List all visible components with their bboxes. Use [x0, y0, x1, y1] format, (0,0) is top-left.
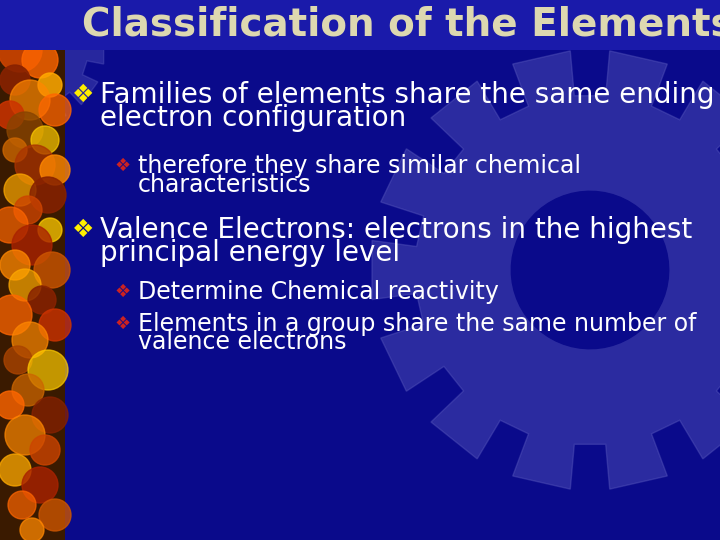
- Text: ❖: ❖: [115, 283, 131, 301]
- Text: Valence Electrons: electrons in the highest: Valence Electrons: electrons in the high…: [100, 216, 692, 244]
- Circle shape: [14, 196, 42, 224]
- Circle shape: [9, 269, 41, 301]
- Text: ❖: ❖: [115, 157, 131, 175]
- Circle shape: [20, 518, 44, 540]
- Circle shape: [5, 415, 45, 455]
- Text: Classification of the Elements: Classification of the Elements: [82, 6, 720, 44]
- Text: ❖: ❖: [72, 83, 94, 107]
- Circle shape: [31, 126, 59, 154]
- Circle shape: [8, 491, 36, 519]
- Text: Determine Chemical reactivity: Determine Chemical reactivity: [138, 280, 499, 304]
- Circle shape: [40, 155, 70, 185]
- Circle shape: [0, 65, 30, 95]
- Polygon shape: [0, 0, 104, 124]
- Circle shape: [30, 177, 66, 213]
- Circle shape: [30, 435, 60, 465]
- Polygon shape: [372, 51, 720, 489]
- Circle shape: [32, 397, 68, 433]
- Circle shape: [0, 101, 24, 129]
- Bar: [65, 0, 720, 50]
- Circle shape: [22, 467, 58, 503]
- Circle shape: [12, 322, 48, 358]
- Polygon shape: [511, 191, 669, 349]
- Circle shape: [4, 174, 36, 206]
- Circle shape: [38, 218, 62, 242]
- Text: ❖: ❖: [72, 218, 94, 242]
- Text: characteristics: characteristics: [138, 173, 312, 197]
- Circle shape: [12, 374, 44, 406]
- Circle shape: [39, 309, 71, 341]
- Circle shape: [39, 499, 71, 531]
- Text: Families of elements share the same ending: Families of elements share the same endi…: [100, 81, 714, 109]
- Circle shape: [38, 73, 62, 97]
- Circle shape: [39, 94, 71, 126]
- Bar: [0, 0, 65, 50]
- Circle shape: [10, 80, 50, 120]
- Circle shape: [0, 454, 31, 486]
- Circle shape: [0, 250, 30, 280]
- Polygon shape: [4, 24, 56, 76]
- Circle shape: [0, 391, 24, 419]
- Text: electron configuration: electron configuration: [100, 104, 406, 132]
- Circle shape: [3, 138, 27, 162]
- Circle shape: [22, 42, 58, 78]
- Circle shape: [0, 295, 32, 335]
- Bar: [0, 0, 65, 540]
- Circle shape: [28, 286, 56, 314]
- Text: ❖: ❖: [115, 315, 131, 333]
- Text: therefore they share similar chemical: therefore they share similar chemical: [138, 154, 581, 178]
- Text: valence electrons: valence electrons: [138, 330, 346, 354]
- Circle shape: [0, 207, 28, 243]
- Circle shape: [12, 225, 52, 265]
- Circle shape: [7, 112, 43, 148]
- Circle shape: [15, 145, 55, 185]
- Circle shape: [0, 28, 42, 72]
- Circle shape: [28, 350, 68, 390]
- Text: principal energy level: principal energy level: [100, 239, 400, 267]
- Text: Elements in a group share the same number of: Elements in a group share the same numbe…: [138, 312, 696, 336]
- Circle shape: [34, 252, 70, 288]
- Circle shape: [4, 346, 32, 374]
